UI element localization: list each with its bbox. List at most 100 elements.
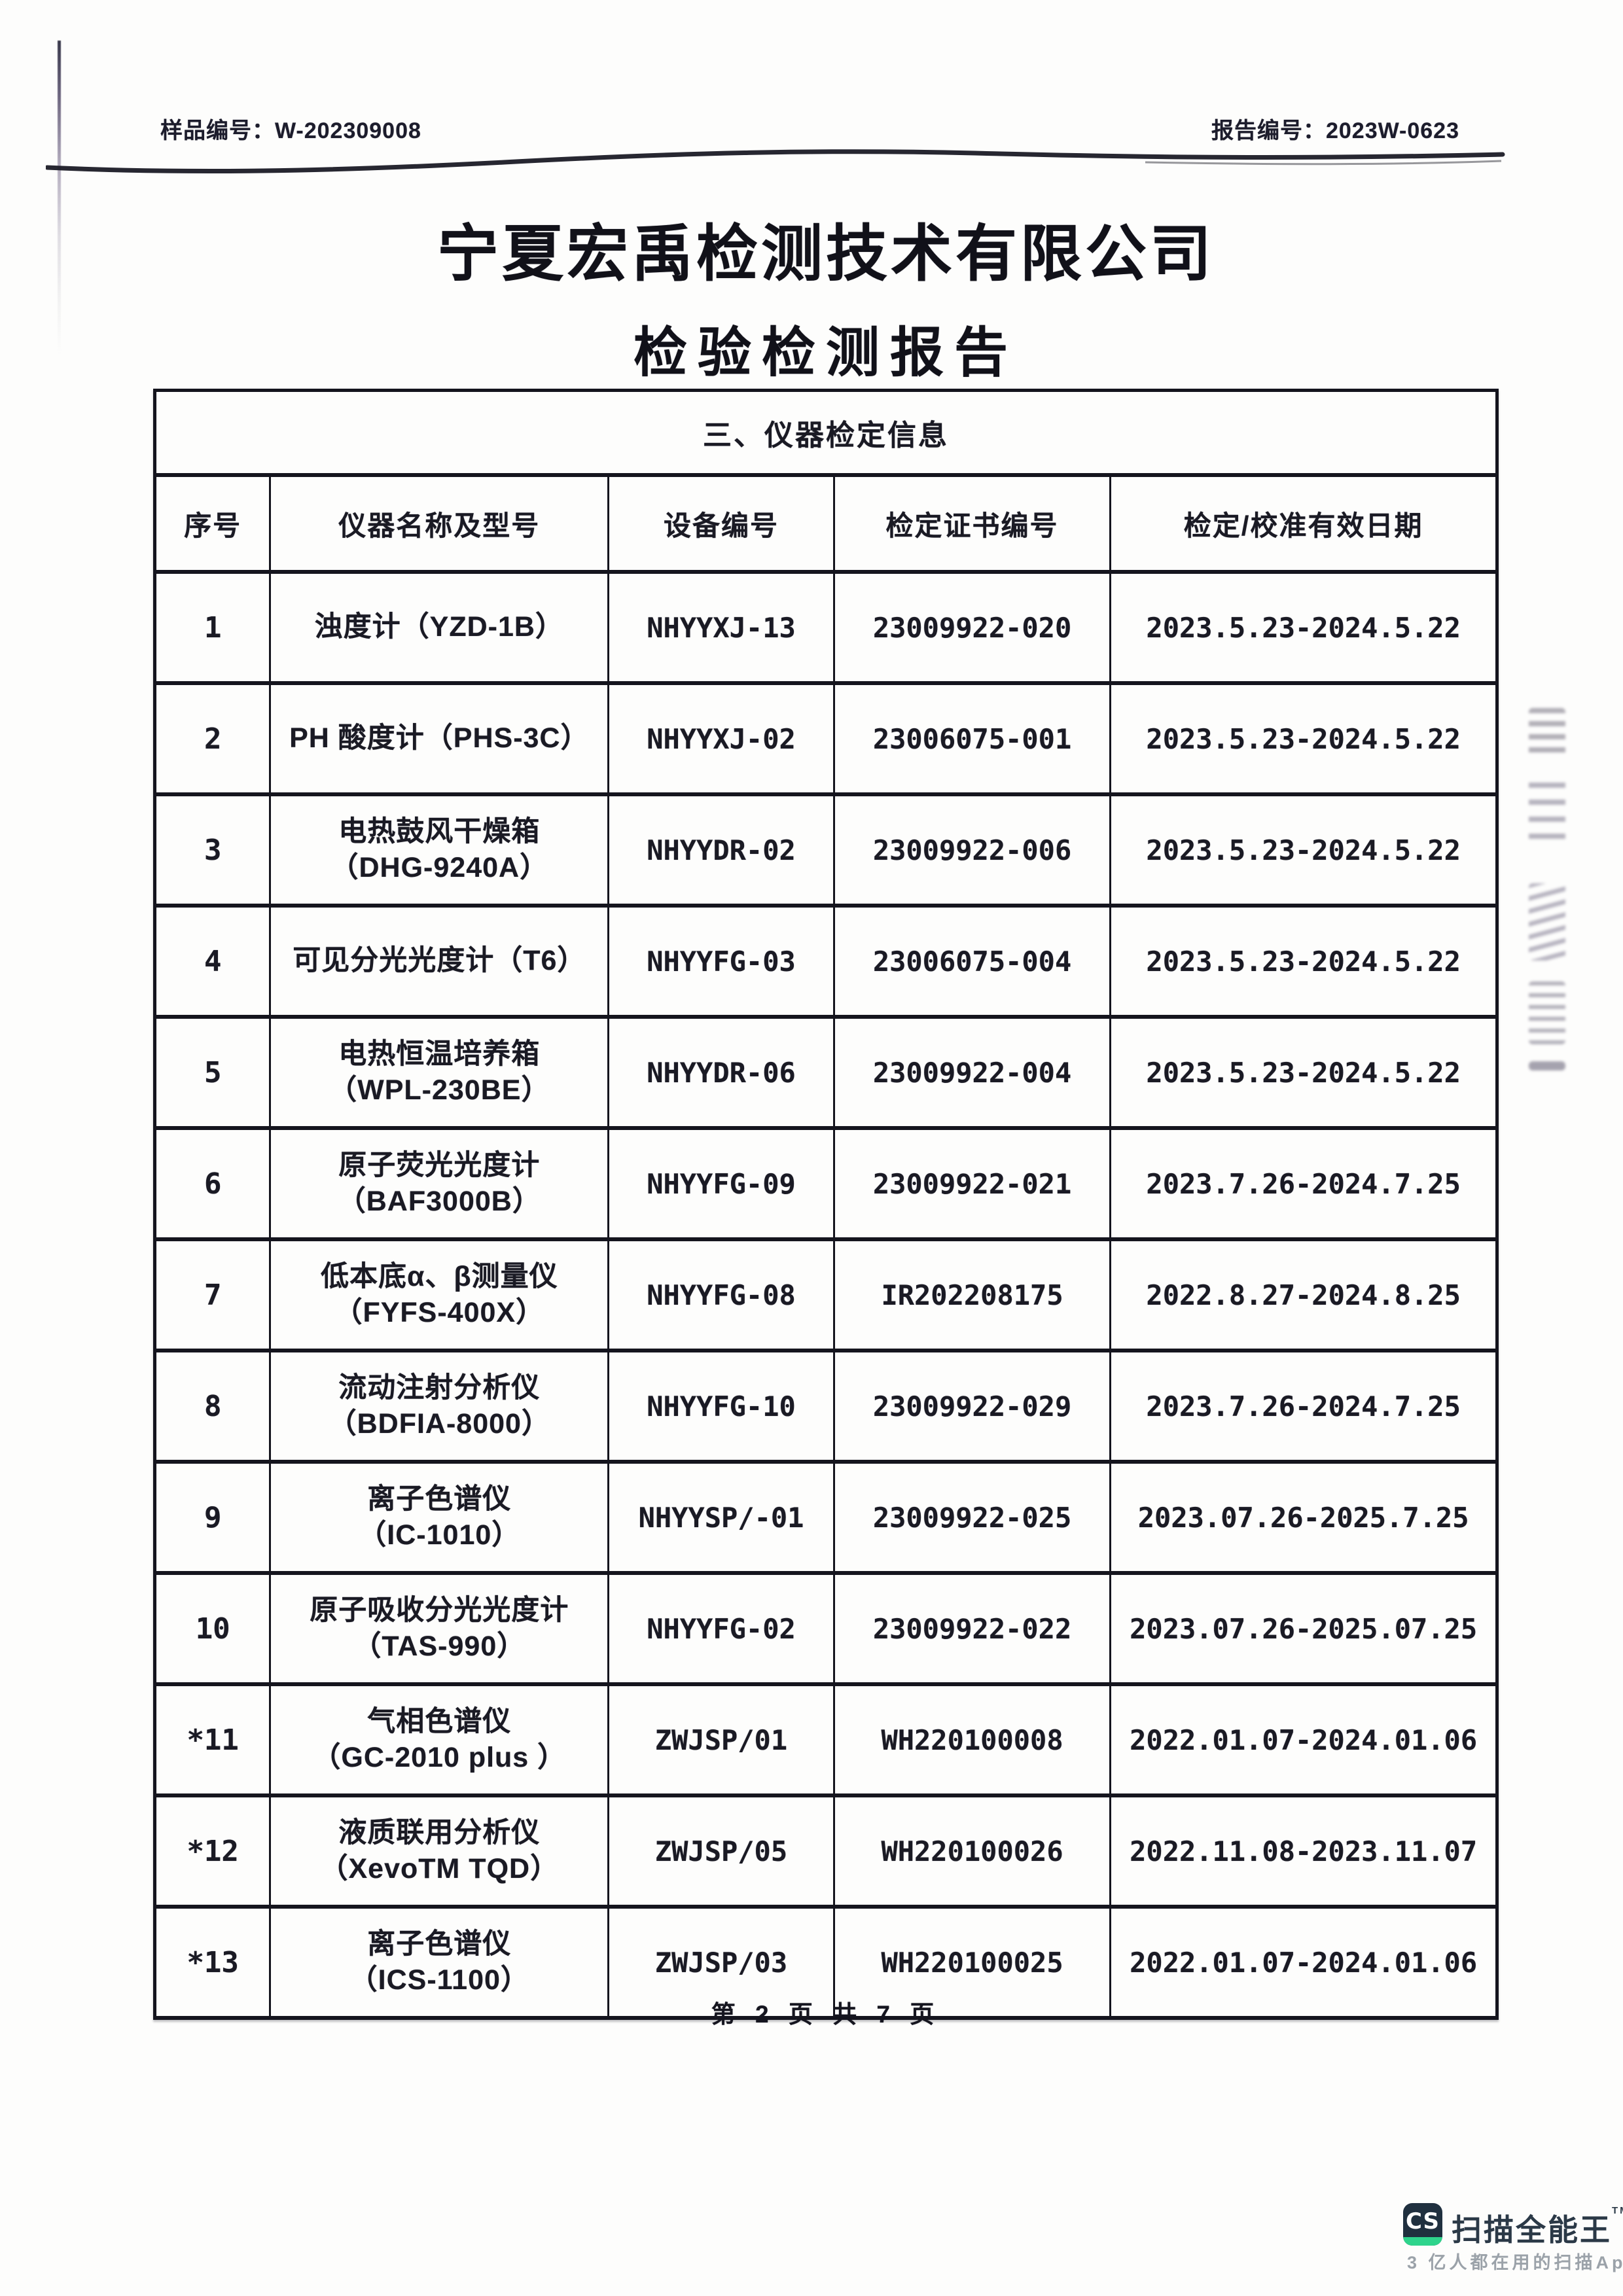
- instrument-model: （WPL-230BE）: [329, 1074, 550, 1106]
- cell-valid-date: 2023.7.26-2024.7.25: [1110, 1128, 1498, 1241]
- cell-cert-no: 23009922-025: [834, 1462, 1112, 1575]
- cell-instrument: 电热鼓风干燥箱 （DHG-9240A）: [270, 794, 610, 908]
- page-number: 第 2 页 共 7 页: [711, 2001, 941, 2028]
- cell-instrument: 原子吸收分光光度计 （TAS-990）: [270, 1573, 610, 1686]
- cell-device-no: NHYYFG-02: [608, 1573, 835, 1686]
- cell-instrument: 可见分光光度计（T6）: [270, 906, 610, 1019]
- instrument-name: 原子吸收分光光度计: [310, 1594, 569, 1626]
- cell-cert-no: 23006075-001: [834, 683, 1112, 796]
- trademark-symbol: TM: [1612, 2205, 1623, 2216]
- instrument-name: 流动注射分析仪: [338, 1371, 541, 1404]
- scan-streak-artifact: [58, 41, 61, 355]
- cell-index: 8: [154, 1351, 272, 1464]
- cell-device-no: NHYYFG-09: [608, 1128, 835, 1241]
- instrument-name: 液质联用分析仪: [338, 1816, 541, 1848]
- instrument-model: （BDFIA-8000）: [328, 1408, 550, 1439]
- cell-device-no: ZWJSP/05: [608, 1795, 835, 1909]
- app-name-text: 扫描全能王: [1452, 2213, 1612, 2247]
- cell-device-no: NHYYXJ-02: [608, 683, 835, 796]
- instrument-model: （BAF3000B）: [337, 1186, 541, 1217]
- stamp-fragment: [1529, 1061, 1565, 1070]
- instrument-name: 电热鼓风干燥箱: [338, 815, 541, 847]
- cell-cert-no: WH220100025: [834, 1907, 1112, 2020]
- report-title: 检验检测报告: [633, 323, 1018, 383]
- cell-valid-date: 2023.5.23-2024.5.22: [1110, 906, 1498, 1019]
- camscanner-tagline: 3 亿人都在用的扫描App: [1407, 2253, 1623, 2272]
- instrument-name: 原子荧光光度计: [338, 1149, 541, 1181]
- header-underline-scan-line: [46, 149, 1505, 174]
- cell-device-no: NHYYFG-03: [608, 906, 835, 1019]
- cell-index: 5: [154, 1017, 272, 1130]
- camscanner-app-name: 扫描全能王TM: [1452, 2205, 1623, 2250]
- table-row: 8 流动注射分析仪 （BDFIA-8000） NHYYFG-10 23009922…: [154, 1351, 1498, 1464]
- instrument-model: （GC-2010 plus ）: [312, 1742, 567, 1773]
- sample-number-label: 样品编号：W-202309008: [160, 118, 421, 143]
- cell-valid-date: 2023.5.23-2024.5.22: [1110, 1017, 1498, 1130]
- cell-instrument: 离子色谱仪 （ICS-1100）: [270, 1907, 610, 2020]
- cell-device-no: NHYYSP/-01: [608, 1462, 835, 1575]
- instrument-name: 离子色谱仪: [367, 1928, 512, 1960]
- stamp-fragment: [1529, 883, 1565, 961]
- table-row: 6 原子荧光光度计 （BAF3000B） NHYYFG-09 23009922-0…: [154, 1128, 1498, 1241]
- camscanner-watermark: CS 扫描全能王TM 3 亿人都在用的扫描App: [1402, 2201, 1623, 2273]
- stamp-fragment: [1529, 779, 1565, 851]
- cell-instrument: 流动注射分析仪 （BDFIA-8000）: [270, 1351, 610, 1464]
- col-header-device-no: 设备编号: [608, 475, 835, 574]
- instrument-model: （IC-1010）: [358, 1519, 521, 1551]
- stamp-fragment: [1529, 981, 1565, 1044]
- table-row: 7 低本底α、β测量仪 （FYFS-400X） NHYYFG-08 IR20220…: [154, 1239, 1498, 1352]
- table-row: 1 浊度计（YZD-1B） NHYYXJ-13 23009922-020 202…: [154, 572, 1498, 685]
- cell-index: *11: [154, 1684, 272, 1797]
- cs-initials: CS: [1405, 2208, 1440, 2234]
- instrument-name: 气相色谱仪: [367, 1705, 512, 1737]
- col-header-index: 序号: [154, 475, 272, 574]
- instrument-name: 浊度计（YZD-1B）: [314, 611, 564, 643]
- stamp-fragment: [1529, 708, 1565, 759]
- cell-valid-date: 2023.5.23-2024.5.22: [1110, 572, 1498, 685]
- cell-instrument: 原子荧光光度计 （BAF3000B）: [270, 1128, 610, 1241]
- edge-stamp-artifacts: [1529, 708, 1568, 1070]
- instrument-name: 可见分光光度计（T6）: [293, 945, 586, 977]
- document-header: 样品编号：W-202309008 报告编号：2023W-0623: [160, 113, 1459, 145]
- cell-index: *13: [154, 1907, 272, 2020]
- table-row: 3 电热鼓风干燥箱 （DHG-9240A） NHYYDR-02 23009922-…: [154, 794, 1498, 908]
- table-header-row: 序号 仪器名称及型号 设备编号 检定证书编号 检定/校准有效日期: [154, 475, 1498, 574]
- cell-device-no: ZWJSP/03: [608, 1907, 835, 2020]
- instrument-name: 离子色谱仪: [367, 1483, 512, 1515]
- cell-device-no: NHYYFG-08: [608, 1239, 835, 1352]
- cell-cert-no: 23009922-006: [834, 794, 1112, 908]
- cell-instrument: 液质联用分析仪 （XevoTM TQD）: [270, 1795, 610, 1909]
- cell-instrument: 电热恒温培养箱 （WPL-230BE）: [270, 1017, 610, 1130]
- col-header-instrument: 仪器名称及型号: [270, 475, 610, 574]
- cell-device-no: NHYYDR-02: [608, 794, 835, 908]
- cell-instrument: 气相色谱仪 （GC-2010 plus ）: [270, 1684, 610, 1797]
- cell-valid-date: 2022.8.27-2024.8.25: [1110, 1239, 1498, 1352]
- table-row: *12 液质联用分析仪 （XevoTM TQD） ZWJSP/05 WH22010…: [154, 1795, 1498, 1909]
- cell-instrument: 浊度计（YZD-1B）: [270, 572, 610, 685]
- cell-cert-no: IR202208175: [834, 1239, 1112, 1352]
- instrument-name: 电热恒温培养箱: [338, 1038, 541, 1070]
- cell-device-no: NHYYDR-06: [608, 1017, 835, 1130]
- table-row: 4 可见分光光度计（T6） NHYYFG-03 23006075-004 202…: [154, 906, 1498, 1019]
- cell-index: 9: [154, 1462, 272, 1575]
- instrument-model: （TAS-990）: [353, 1631, 526, 1662]
- cell-index: 7: [154, 1239, 272, 1352]
- cell-cert-no: 23009922-021: [834, 1128, 1112, 1241]
- instrument-model: （DHG-9240A）: [330, 852, 549, 883]
- cell-valid-date: 2022.01.07-2024.01.06: [1110, 1684, 1498, 1797]
- instrument-name: 低本底α、β测量仪: [320, 1260, 558, 1292]
- company-title: 宁夏宏禹检测技术有限公司: [437, 219, 1215, 288]
- cell-instrument: 低本底α、β测量仪 （FYFS-400X）: [270, 1239, 610, 1352]
- cell-valid-date: 2022.01.07-2024.01.06: [1110, 1907, 1498, 2020]
- cell-index: 2: [154, 683, 272, 796]
- cell-index: 6: [154, 1128, 272, 1241]
- table-row: 2 PH 酸度计（PHS-3C） NHYYXJ-02 23006075-001 …: [154, 683, 1498, 796]
- cell-device-no: ZWJSP/01: [608, 1684, 835, 1797]
- instrument-model: （XevoTM TQD）: [319, 1853, 560, 1884]
- cell-valid-date: 2023.7.26-2024.7.25: [1110, 1351, 1498, 1464]
- cell-index: 1: [154, 572, 272, 685]
- table-row: 10 原子吸收分光光度计 （TAS-990） NHYYFG-02 23009922…: [154, 1573, 1498, 1686]
- table-row: *13 离子色谱仪 （ICS-1100） ZWJSP/03 WH220100025…: [154, 1907, 1498, 2020]
- cell-device-no: NHYYXJ-13: [608, 572, 835, 685]
